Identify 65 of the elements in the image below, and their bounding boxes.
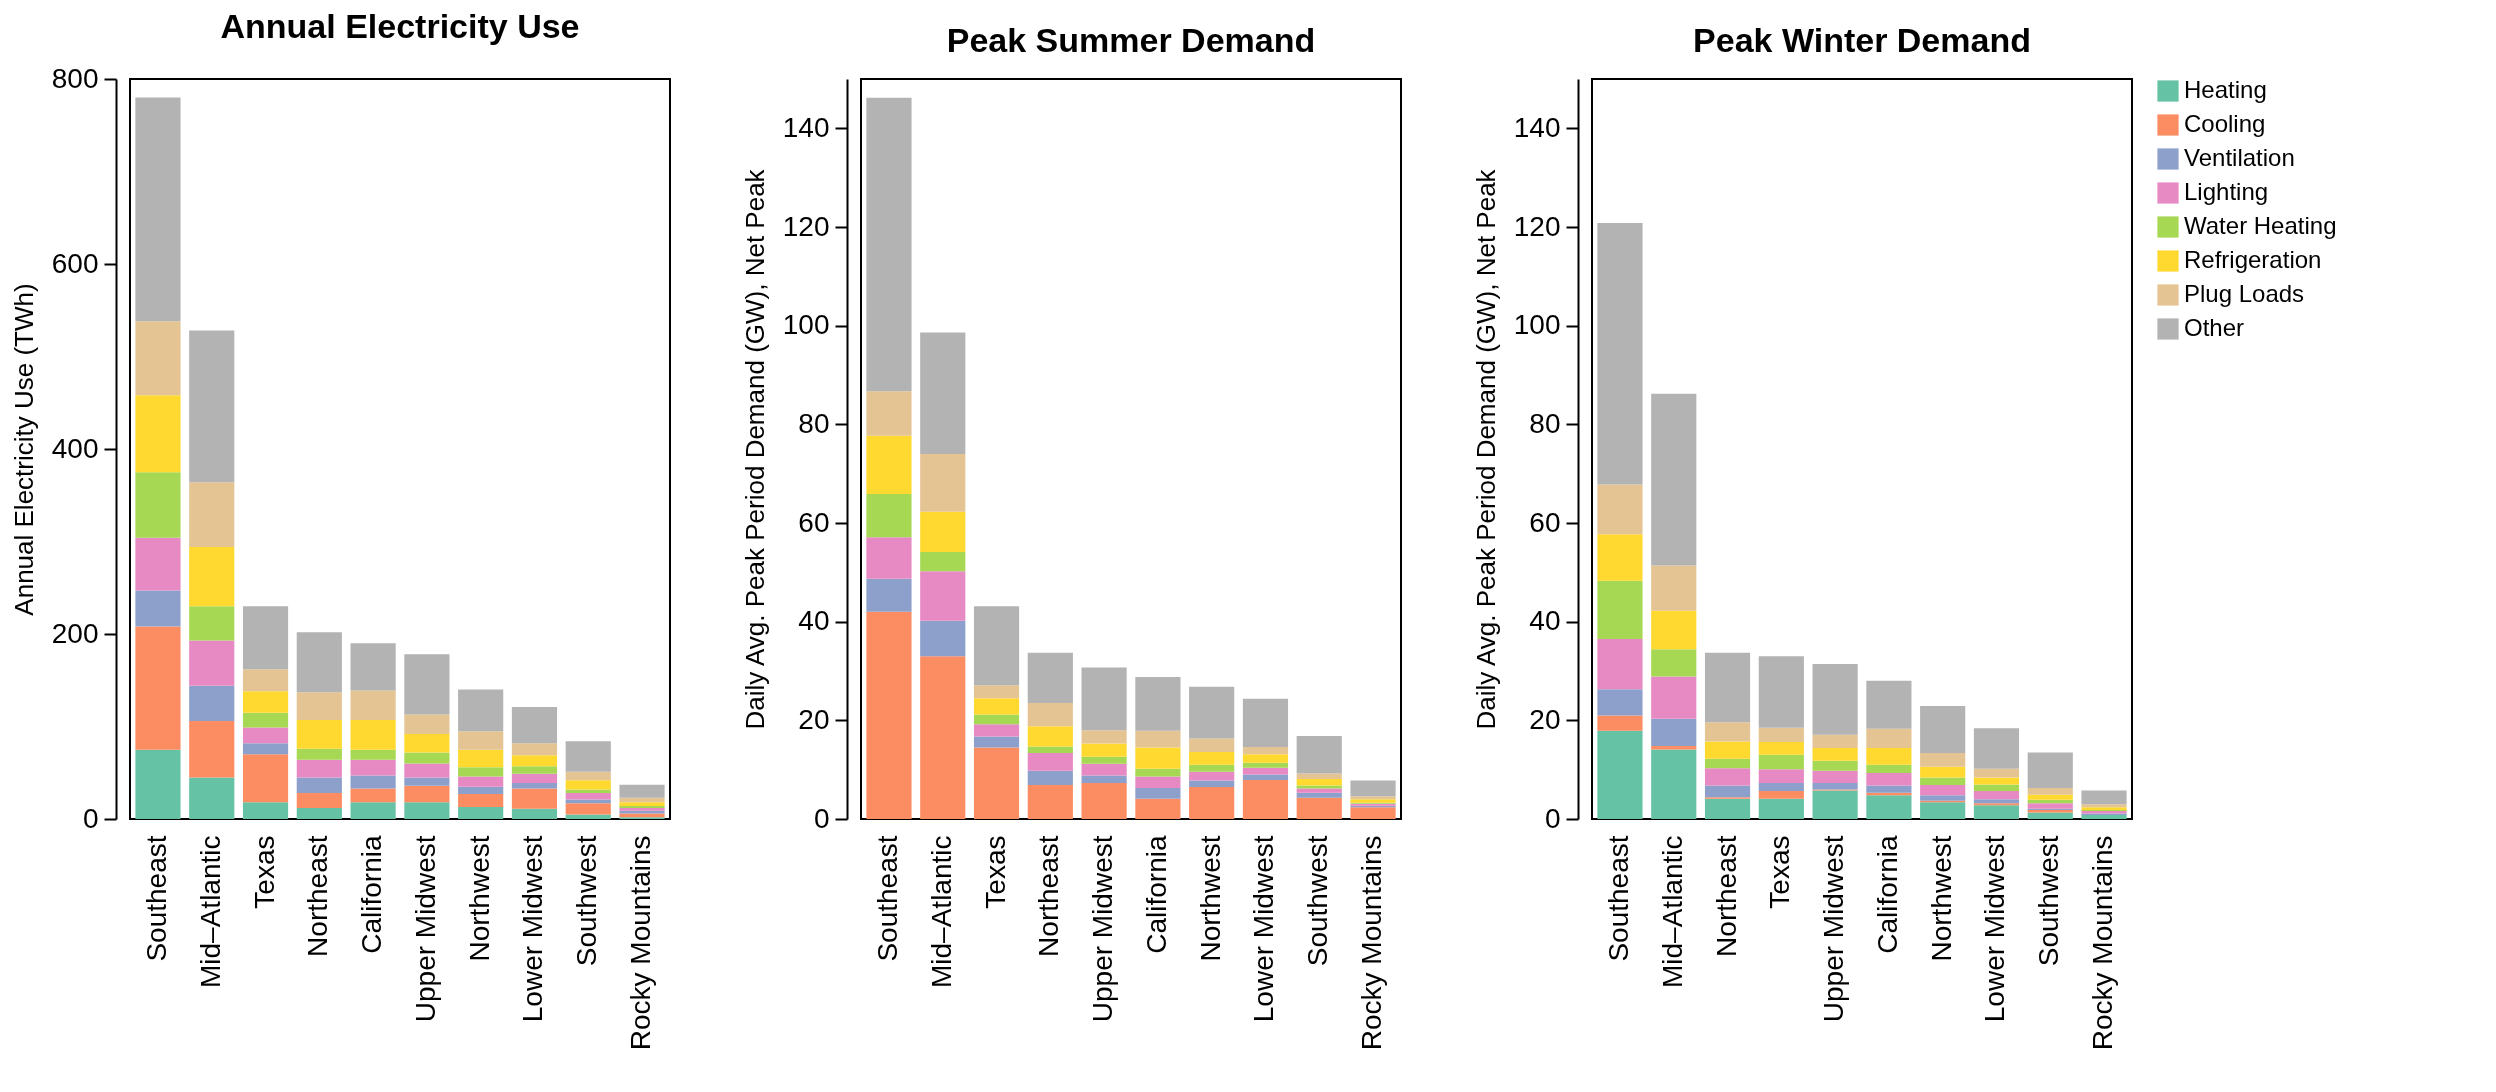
x-tick-label: Northwest bbox=[463, 835, 495, 962]
legend-label: Water Heating bbox=[2184, 212, 2337, 239]
legend-label: Ventilation bbox=[2184, 144, 2295, 171]
y-tick-label: 0 bbox=[1544, 802, 1561, 834]
y-tick-label: 140 bbox=[1513, 111, 1561, 143]
y-tick-label: 20 bbox=[798, 703, 830, 735]
x-tick-label: Southwest bbox=[571, 835, 603, 967]
x-tick-label: Lower Midwest bbox=[1979, 835, 2011, 1023]
x-tick-label: Northeast bbox=[1033, 835, 1065, 957]
y-tick-label: 100 bbox=[782, 309, 830, 341]
x-tick-label: Upper Midwest bbox=[1818, 835, 1850, 1023]
y-tick-label: 40 bbox=[798, 605, 830, 637]
x-tick-label: Upper Midwest bbox=[409, 835, 441, 1023]
y-tick-label: 100 bbox=[1513, 309, 1561, 341]
x-tick-label: Northwest bbox=[1925, 835, 1957, 962]
y-tick-label: 60 bbox=[1529, 506, 1561, 538]
y-tick-label: 80 bbox=[1529, 407, 1561, 439]
x-tick-label: Lower Midwest bbox=[1248, 835, 1280, 1023]
legend-label: Lighting bbox=[2184, 178, 2269, 205]
chart-title: Peak Summer Demand bbox=[946, 21, 1316, 59]
x-tick-label: Northwest bbox=[1194, 835, 1226, 962]
y-axis-title: Daily Avg. Peak Period Demand (GW), Net Peak bbox=[739, 168, 770, 730]
x-tick-label: Northeast bbox=[1710, 835, 1742, 957]
y-axis-title: Daily Avg. Peak Period Demand (GW), Net Peak bbox=[1470, 168, 1501, 730]
x-tick-label: Mid–Atlantic bbox=[194, 835, 226, 989]
x-tick-label: Northeast bbox=[302, 835, 334, 957]
y-tick-label: 600 bbox=[51, 247, 99, 279]
x-tick-label: California bbox=[1140, 835, 1172, 954]
chart-title: Annual Electricity Use bbox=[220, 7, 580, 45]
legend-label: Cooling bbox=[2184, 110, 2266, 137]
y-tick-label: 140 bbox=[782, 111, 830, 143]
x-tick-label: Texas bbox=[248, 835, 280, 909]
x-tick-label: Southwest bbox=[2033, 835, 2065, 967]
x-tick-label: Rocky Mountains bbox=[1356, 835, 1388, 1051]
y-axis-title: Annual Electricity Use (TWh) bbox=[8, 283, 39, 616]
x-tick-label: Mid–Atlantic bbox=[1656, 835, 1688, 989]
x-tick-label: Rocky Mountains bbox=[2087, 835, 2119, 1051]
legend-label: Other bbox=[2184, 314, 2245, 341]
x-tick-label: Lower Midwest bbox=[517, 835, 549, 1023]
y-tick-label: 200 bbox=[51, 617, 99, 649]
x-tick-label: Southeast bbox=[1602, 835, 1634, 962]
chart-title: Peak Winter Demand bbox=[1693, 21, 2031, 59]
x-tick-label: Mid–Atlantic bbox=[925, 835, 957, 989]
x-tick-label: Southeast bbox=[140, 835, 172, 962]
y-tick-label: 400 bbox=[51, 432, 99, 464]
y-tick-label: 40 bbox=[1529, 605, 1561, 637]
legend-label: Refrigeration bbox=[2184, 246, 2322, 273]
y-tick-label: 120 bbox=[782, 210, 830, 242]
x-tick-label: Southwest bbox=[1302, 835, 1334, 967]
y-tick-label: 20 bbox=[1529, 703, 1561, 735]
y-tick-label: 60 bbox=[798, 506, 830, 538]
x-tick-label: Texas bbox=[1764, 835, 1796, 909]
legend-label: Heating bbox=[2184, 76, 2267, 103]
x-tick-label: Texas bbox=[979, 835, 1011, 909]
y-tick-label: 800 bbox=[51, 62, 99, 94]
y-tick-label: 80 bbox=[798, 407, 830, 439]
x-tick-label: California bbox=[356, 835, 388, 954]
x-tick-label: Southeast bbox=[871, 835, 903, 962]
legend-label: Plug Loads bbox=[2184, 280, 2305, 307]
y-tick-label: 0 bbox=[813, 802, 830, 834]
x-tick-label: Upper Midwest bbox=[1087, 835, 1119, 1023]
y-tick-label: 120 bbox=[1513, 210, 1561, 242]
x-tick-label: California bbox=[1871, 835, 1903, 954]
y-tick-label: 0 bbox=[82, 802, 99, 834]
x-tick-label: Rocky Mountains bbox=[625, 835, 657, 1051]
